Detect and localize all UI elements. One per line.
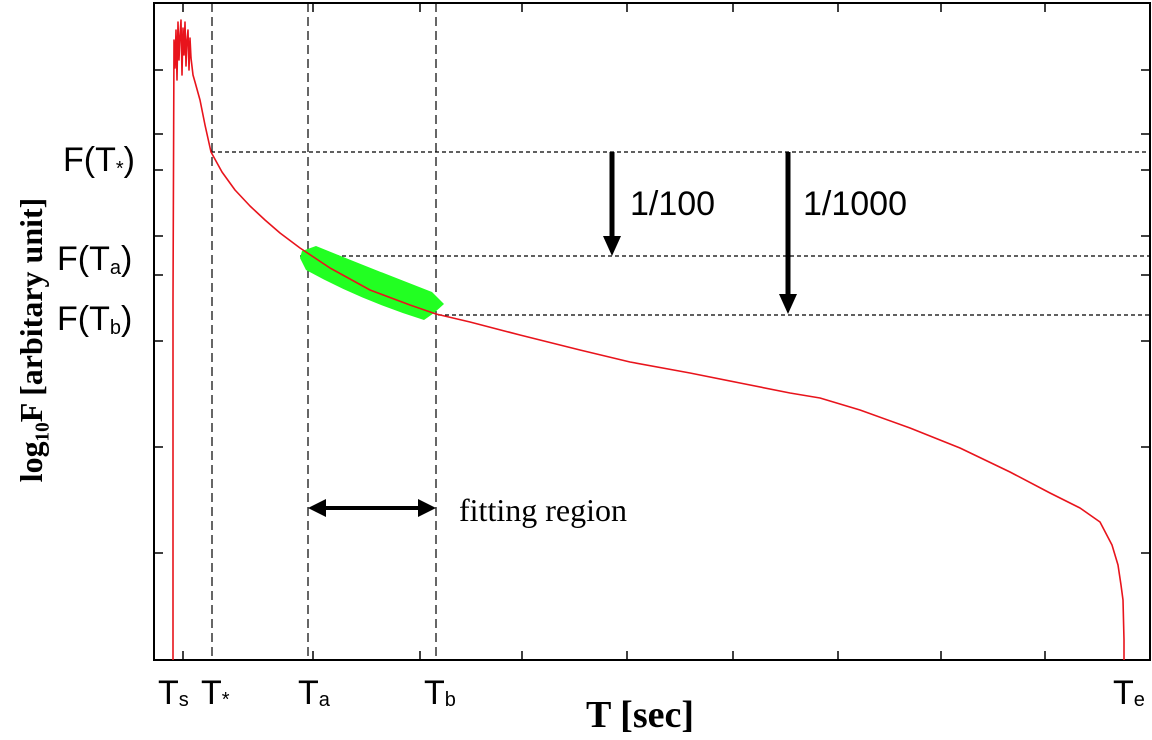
x-label-ta: Ta: [298, 674, 331, 712]
annotation-fitting-region: fitting region: [459, 492, 627, 528]
y-axis-title: log₁₀F [arbitary unit]: [13, 198, 49, 483]
fitting-region-arrow: [308, 499, 436, 517]
axis-ticks: [154, 3, 1150, 660]
x-label-tb: Tb: [424, 674, 456, 712]
x-label-ts: Ts: [158, 674, 189, 712]
plot-frame: [153, 2, 1151, 661]
fit-band: [300, 246, 444, 320]
y-label-f-tb: F(Tb): [57, 300, 132, 339]
annotation-1-100: 1/100: [630, 185, 715, 223]
y-label-f-tstar: F(T*): [63, 141, 135, 180]
arrow-1-1000: [779, 152, 797, 314]
annotation-1-1000: 1/1000: [803, 185, 907, 223]
x-label-tstar: T*: [201, 674, 230, 712]
x-label-te: Te: [1113, 674, 1145, 712]
light-curve-line: [172, 19, 1125, 660]
x-axis-title: T [sec]: [586, 694, 694, 736]
y-label-f-ta: F(Ta): [57, 240, 132, 279]
reference-lines: [211, 3, 1150, 660]
arrow-1-100: [603, 152, 621, 256]
